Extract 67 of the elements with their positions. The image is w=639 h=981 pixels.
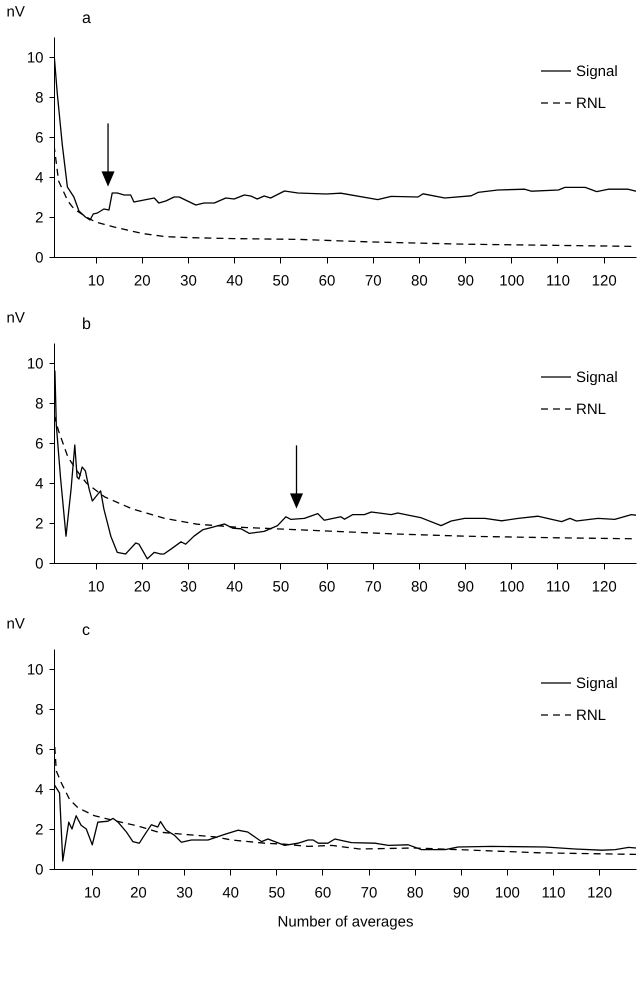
x-tick-label: 70 <box>364 578 382 596</box>
y-tick-label: 6 <box>35 436 44 452</box>
y-tick-label: 2 <box>35 516 44 532</box>
x-tick-label: 110 <box>546 578 570 596</box>
x-tick-label: 100 <box>499 578 524 596</box>
x-tick-label: 30 <box>180 272 197 290</box>
y-tick-label: 10 <box>26 356 44 372</box>
y-tick-label: 6 <box>35 130 44 146</box>
x-tick-label: 120 <box>592 272 617 290</box>
y-tick-label: 2 <box>35 210 44 226</box>
x-tick-label: 60 <box>318 272 336 290</box>
legend-label: RNL <box>576 707 606 724</box>
legend-label: Signal <box>576 63 618 80</box>
x-tick-label: 60 <box>314 884 332 902</box>
x-tick-label: 70 <box>360 884 378 902</box>
y-tick-label: 4 <box>35 476 44 492</box>
x-tick-label: 10 <box>88 578 104 596</box>
chart-title: a <box>82 10 91 27</box>
y-axis-title: nV <box>6 4 25 20</box>
x-tick-label: 110 <box>542 884 566 902</box>
x-tick-label: 120 <box>587 884 612 902</box>
y-tick-label: 8 <box>35 90 44 106</box>
x-tick-label: 110 <box>546 272 570 290</box>
x-tick-label: 40 <box>226 272 243 290</box>
x-tick-label: 50 <box>272 578 290 596</box>
legend-label: RNL <box>576 95 606 112</box>
y-tick-label: 8 <box>35 702 44 718</box>
x-axis-title: Number of averages <box>278 914 414 930</box>
x-tick-label: 120 <box>592 578 617 596</box>
x-tick-label: 80 <box>411 578 428 596</box>
x-tick-label: 30 <box>176 884 193 902</box>
y-tick-label: 4 <box>35 170 44 186</box>
x-tick-label: 100 <box>499 272 524 290</box>
y-tick-label: 4 <box>35 782 44 798</box>
legend-label: Signal <box>576 369 618 386</box>
x-tick-label: 80 <box>411 272 428 290</box>
y-tick-label: 10 <box>26 50 44 66</box>
y-tick-label: 0 <box>35 556 44 572</box>
x-tick-label: 40 <box>222 884 240 902</box>
y-tick-label: 0 <box>35 862 44 878</box>
y-tick-label: 8 <box>35 396 44 412</box>
x-tick-label: 10 <box>84 884 101 902</box>
x-tick-label: 100 <box>494 884 520 902</box>
legend-label: Signal <box>576 675 618 692</box>
x-tick-label: 50 <box>272 272 290 290</box>
legend-label: RNL <box>576 401 606 418</box>
x-tick-label: 20 <box>130 884 147 902</box>
x-tick-label: 60 <box>318 578 336 596</box>
x-tick-label: 70 <box>364 272 382 290</box>
y-tick-label: 6 <box>35 742 44 758</box>
y-axis-title: nV <box>6 310 25 326</box>
x-tick-label: 80 <box>406 884 424 902</box>
y-tick-label: 10 <box>26 662 44 678</box>
chart-title: c <box>82 622 90 639</box>
y-axis-title: nV <box>6 616 25 632</box>
x-tick-label: 20 <box>134 578 151 596</box>
chart-title: b <box>82 316 91 333</box>
x-tick-label: 30 <box>180 578 197 596</box>
x-tick-label: 40 <box>226 578 243 596</box>
x-tick-label: 90 <box>457 578 474 596</box>
x-tick-label: 50 <box>268 884 286 902</box>
x-tick-label: 10 <box>88 272 104 290</box>
y-tick-label: 2 <box>35 822 44 838</box>
x-tick-label: 20 <box>134 272 151 290</box>
x-tick-label: 90 <box>457 272 474 290</box>
x-tick-label: 90 <box>452 884 470 902</box>
y-tick-label: 0 <box>35 250 44 266</box>
